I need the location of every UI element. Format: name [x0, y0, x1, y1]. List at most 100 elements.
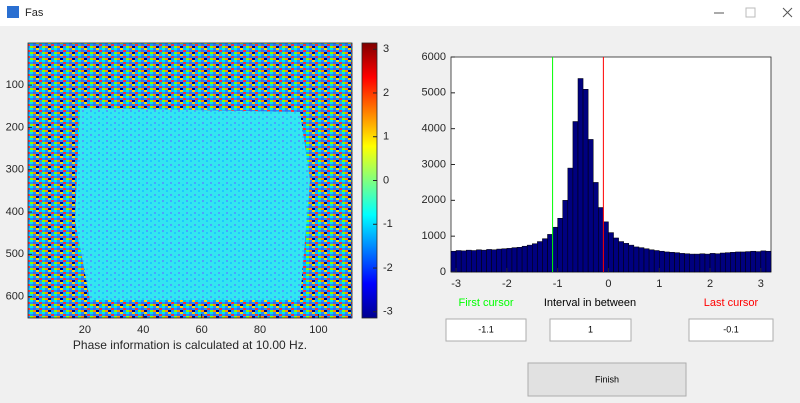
text-field-value: -0.1 [723, 324, 739, 334]
histogram-bar [623, 243, 630, 273]
window-title: Fas [25, 7, 44, 19]
x-tick-label: 0 [605, 278, 611, 290]
text-field[interactable] [445, 318, 527, 342]
histogram-bar [572, 121, 579, 273]
finish-button[interactable] [527, 362, 687, 397]
histogram-bar [648, 249, 655, 273]
histogram-bar [735, 251, 741, 273]
colorbar-tick-label: -1 [383, 218, 393, 230]
histogram-bar [603, 221, 609, 273]
y-tick-label: 5000 [422, 87, 446, 99]
histogram-bar [465, 249, 472, 273]
histogram-bar [567, 167, 574, 273]
histogram-bar [592, 182, 599, 273]
histogram-bar [709, 253, 716, 273]
histogram-bar [669, 252, 675, 273]
app-icon [7, 6, 19, 18]
text-field[interactable] [549, 318, 632, 342]
histogram-bar [562, 200, 569, 273]
x-tick-label: -1 [553, 278, 563, 290]
histogram-bar [547, 234, 553, 273]
y-tick-label: 300 [6, 164, 24, 176]
histogram-bar [532, 243, 538, 273]
histogram-bar [750, 250, 757, 273]
x-tick-label: -2 [502, 278, 512, 290]
y-tick-label: 500 [6, 248, 24, 260]
histogram-bar [460, 250, 467, 273]
colorbar-tick-label: -2 [383, 262, 393, 274]
histogram-bar [633, 246, 640, 273]
histogram-bar [684, 253, 690, 273]
phase-image-region [75, 108, 310, 300]
histogram-bar [526, 244, 533, 273]
finish-button-label: Finish [595, 374, 619, 384]
control-label: Interval in between [544, 297, 636, 309]
close-button[interactable] [782, 7, 793, 18]
colorbar-tick-label: 3 [383, 43, 389, 55]
histogram-bar [755, 251, 762, 273]
histogram-bar [521, 245, 528, 273]
histogram-bar [481, 249, 487, 273]
text-field-value: 1 [588, 324, 593, 334]
histogram-bar [714, 253, 721, 273]
x-tick-label: 80 [254, 324, 266, 336]
histogram-bar [506, 248, 513, 273]
histogram-bar [740, 251, 746, 273]
histogram-bar [613, 237, 619, 273]
x-tick-label: 40 [137, 324, 149, 336]
histogram-bar [501, 248, 508, 273]
histogram-bar [694, 253, 701, 273]
histogram-bar [745, 251, 751, 273]
control-label: Last cursor [704, 297, 759, 309]
histogram-bar [516, 247, 523, 273]
x-tick-label: 100 [309, 324, 327, 336]
y-tick-label: 4000 [422, 123, 446, 135]
histogram-bar [537, 241, 543, 273]
histogram-bar [704, 253, 711, 273]
x-tick-label: 20 [79, 324, 91, 336]
histogram-bar [760, 250, 767, 273]
x-tick-label: 2 [707, 278, 713, 290]
histogram-bar [471, 250, 477, 273]
maximize-button[interactable] [745, 7, 756, 18]
y-tick-label: 400 [6, 206, 24, 218]
histogram-bar [719, 252, 726, 273]
histogram-bar [730, 252, 736, 273]
histogram-bar [674, 252, 680, 273]
histogram-bar [557, 218, 563, 273]
x-tick-label: 60 [196, 324, 208, 336]
colorbar-tick-label: -3 [383, 306, 393, 318]
histogram-bar [476, 249, 482, 273]
title-bar [0, 0, 800, 26]
histogram-bar [496, 248, 503, 273]
histogram-bar [653, 250, 660, 273]
x-axis-label: Phase information is calculated at 10.00… [73, 338, 307, 352]
image-axes-box [27, 42, 353, 319]
histogram-bar [643, 248, 650, 273]
histogram-bar [679, 253, 685, 273]
histogram-bar [638, 247, 645, 273]
histogram-bar [618, 241, 624, 273]
histogram-bar [455, 250, 462, 273]
y-tick-label: 1000 [422, 230, 446, 242]
y-tick-label: 200 [6, 121, 24, 133]
histogram-bar [577, 78, 584, 273]
x-tick-label: 1 [656, 278, 662, 290]
colorbar-tick-label: 1 [383, 131, 389, 143]
colorbar-tick-label: 2 [383, 87, 389, 99]
histogram-bar [582, 89, 589, 273]
histogram-bar [552, 226, 558, 273]
y-tick-label: 6000 [422, 51, 446, 63]
histogram-bar [491, 249, 497, 273]
histogram-bar [486, 249, 492, 273]
histogram-bar [511, 247, 518, 273]
histogram-bar [689, 253, 696, 273]
histogram-bar [664, 251, 670, 273]
text-field[interactable] [688, 318, 774, 342]
y-tick-label: 3000 [422, 158, 446, 170]
colorbar-tick-label: 0 [383, 174, 389, 186]
histogram-bar [628, 244, 635, 273]
histogram-bar [598, 207, 604, 273]
histogram-bar [765, 250, 772, 273]
